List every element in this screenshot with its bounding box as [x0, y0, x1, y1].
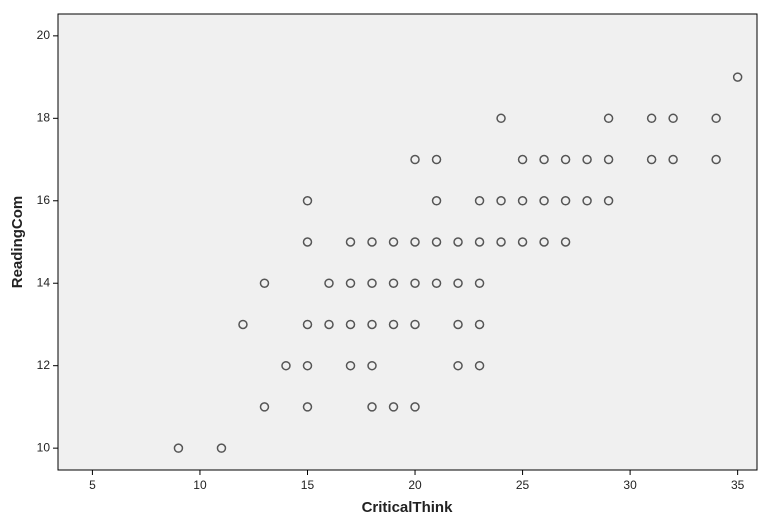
- scatter-point: [453, 278, 463, 288]
- scatter-point: [302, 196, 313, 206]
- scatter-point: [496, 196, 506, 206]
- y-tick-label: 16: [37, 193, 51, 207]
- plot-area: [57, 13, 758, 471]
- scatter-point: [496, 113, 506, 124]
- x-tick-label: 20: [408, 478, 422, 492]
- y-tick-label: 18: [37, 110, 51, 124]
- scatter-point: [474, 319, 485, 330]
- scatter-point: [238, 319, 248, 330]
- scatter-point: [216, 443, 227, 453]
- scatter-point: [410, 154, 420, 165]
- scatter-point: [732, 72, 743, 82]
- scatter-point: [345, 237, 356, 247]
- scatter-point: [345, 319, 356, 330]
- scatter-point: [302, 319, 313, 330]
- scatter-point: [345, 360, 356, 371]
- scatter-point: [560, 237, 571, 247]
- scatter-point: [302, 402, 313, 412]
- x-axis-title: CriticalThink: [362, 499, 454, 516]
- scatter-point: [367, 402, 377, 412]
- scatter-point: [259, 278, 270, 288]
- scatter-point: [603, 113, 614, 124]
- scatter-point: [388, 237, 399, 247]
- x-tick-label: 15: [301, 478, 315, 492]
- scatter-point: [281, 360, 291, 371]
- scatter-point: [603, 154, 614, 165]
- scatter-point: [474, 360, 485, 371]
- scatter-point: [539, 237, 549, 247]
- scatter-point: [453, 237, 463, 247]
- scatter-point: [453, 319, 463, 330]
- scatter-point: [453, 360, 463, 371]
- scatter-point: [474, 278, 485, 288]
- scatter-point: [367, 278, 377, 288]
- scatter-point: [668, 113, 678, 124]
- scatter-point: [367, 319, 377, 330]
- x-tick-label: 5: [89, 478, 96, 492]
- y-axis-title: ReadingCom: [9, 196, 26, 289]
- x-tick-label: 25: [516, 478, 530, 492]
- scatter-point: [474, 196, 485, 206]
- scatter-point: [582, 154, 592, 165]
- scatter-point: [388, 319, 399, 330]
- scatter-point: [539, 154, 549, 165]
- y-tick-label: 14: [37, 275, 51, 289]
- scatter-point: [367, 360, 377, 371]
- scatter-point: [410, 237, 420, 247]
- scatter-point: [388, 402, 399, 412]
- scatter-point: [324, 319, 334, 330]
- scatter-point: [302, 237, 313, 247]
- scatter-point: [431, 237, 442, 247]
- scatter-point: [474, 237, 485, 247]
- scatter-point: [431, 154, 442, 165]
- scatter-point: [388, 278, 399, 288]
- scatter-point: [345, 278, 356, 288]
- scatter-point: [539, 196, 549, 206]
- y-tick-label: 10: [37, 440, 51, 454]
- x-tick-label: 10: [193, 478, 207, 492]
- scatter-point: [259, 402, 270, 412]
- scatter-point: [324, 278, 334, 288]
- scatter-point: [302, 360, 313, 371]
- scatter-point: [431, 278, 442, 288]
- scatter-point: [367, 237, 377, 247]
- scatter-point: [410, 319, 420, 330]
- scatter-point: [646, 113, 657, 124]
- scatter-point: [517, 196, 528, 206]
- scatter-point: [173, 443, 184, 453]
- y-tick-label: 20: [37, 28, 51, 42]
- scatter-point: [711, 113, 721, 124]
- scatter-point: [517, 154, 528, 165]
- scatter-point: [646, 154, 657, 165]
- scatter-point: [410, 402, 420, 412]
- scatter-point: [496, 237, 506, 247]
- scatter-point: [517, 237, 528, 247]
- scatter-point: [410, 278, 420, 288]
- scatter-point: [668, 154, 678, 165]
- scatter-point: [560, 154, 571, 165]
- x-tick-label: 30: [623, 478, 637, 492]
- scatter-point: [603, 196, 614, 206]
- scatter-point: [431, 196, 442, 206]
- y-tick-label: 12: [37, 358, 51, 372]
- x-tick-label: 35: [731, 478, 745, 492]
- scatter-point: [582, 196, 592, 206]
- scatter-point: [711, 154, 721, 165]
- scatter-point: [560, 196, 571, 206]
